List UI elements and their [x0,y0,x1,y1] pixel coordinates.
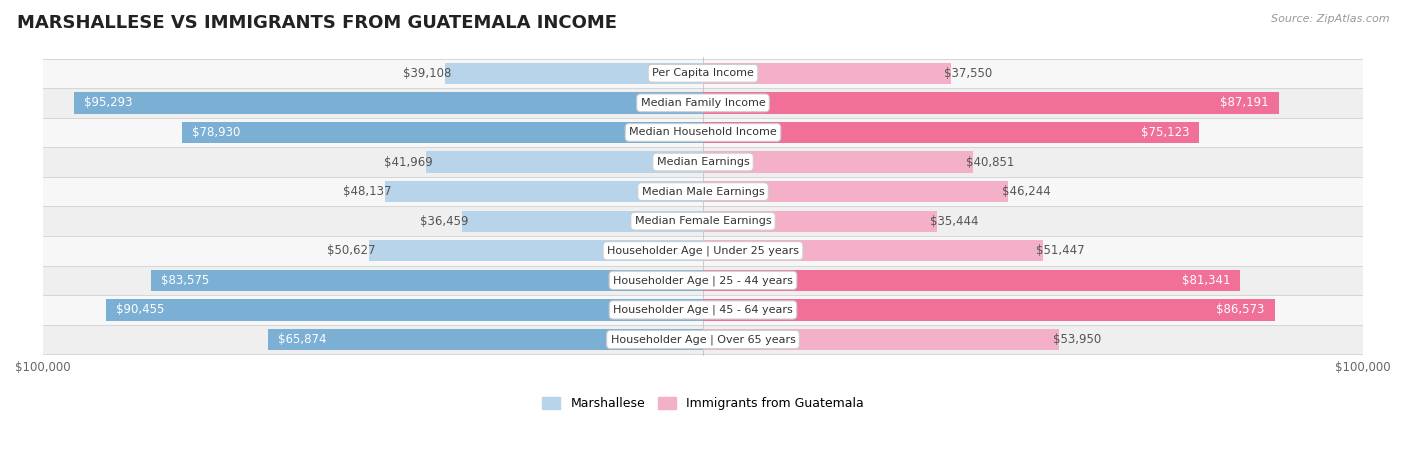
Bar [703,92,1278,113]
Text: $40,851: $40,851 [966,156,1015,169]
Text: Householder Age | Over 65 years: Householder Age | Over 65 years [610,334,796,345]
Bar [703,240,1043,262]
Bar [42,295,1364,325]
Text: $48,137: $48,137 [343,185,392,198]
Bar [42,88,1364,118]
Text: $95,293: $95,293 [84,96,132,109]
Bar [42,325,1364,354]
Bar [703,299,1275,320]
Text: Householder Age | 25 - 44 years: Householder Age | 25 - 44 years [613,275,793,286]
Bar [703,211,936,232]
Text: $75,123: $75,123 [1140,126,1189,139]
Text: Householder Age | 45 - 64 years: Householder Age | 45 - 64 years [613,304,793,315]
Bar [703,329,1059,350]
Bar [426,151,703,173]
Bar [42,206,1364,236]
Text: $41,969: $41,969 [384,156,433,169]
Text: $81,341: $81,341 [1181,274,1230,287]
Bar [181,122,703,143]
Bar [703,270,1240,291]
Bar [42,177,1364,206]
Text: $36,459: $36,459 [420,215,470,228]
Bar [42,118,1364,147]
Text: $83,575: $83,575 [162,274,209,287]
Text: $46,244: $46,244 [1001,185,1050,198]
Bar [703,122,1199,143]
Text: $86,573: $86,573 [1216,304,1264,317]
Bar [105,299,703,320]
Text: Householder Age | Under 25 years: Householder Age | Under 25 years [607,246,799,256]
Legend: Marshallese, Immigrants from Guatemala: Marshallese, Immigrants from Guatemala [537,392,869,415]
Bar [75,92,703,113]
Bar [385,181,703,202]
Bar [152,270,703,291]
Text: $51,447: $51,447 [1036,244,1084,257]
Bar [42,147,1364,177]
Text: $90,455: $90,455 [115,304,165,317]
Text: $65,874: $65,874 [278,333,326,346]
Bar [703,151,973,173]
Text: $50,627: $50,627 [326,244,375,257]
Text: $39,108: $39,108 [404,67,451,80]
Bar [703,181,1008,202]
Bar [42,236,1364,266]
Bar [42,58,1364,88]
Text: $37,550: $37,550 [945,67,993,80]
Bar [368,240,703,262]
Text: $53,950: $53,950 [1053,333,1101,346]
Text: Source: ZipAtlas.com: Source: ZipAtlas.com [1271,14,1389,24]
Text: $78,930: $78,930 [191,126,240,139]
Text: Median Male Earnings: Median Male Earnings [641,187,765,197]
Text: Median Earnings: Median Earnings [657,157,749,167]
Text: Per Capita Income: Per Capita Income [652,68,754,78]
Text: MARSHALLESE VS IMMIGRANTS FROM GUATEMALA INCOME: MARSHALLESE VS IMMIGRANTS FROM GUATEMALA… [17,14,617,32]
Bar [703,63,950,84]
Bar [444,63,703,84]
Text: $87,191: $87,191 [1220,96,1268,109]
Text: Median Household Income: Median Household Income [628,127,778,137]
Bar [463,211,703,232]
Text: Median Female Earnings: Median Female Earnings [634,216,772,226]
Text: Median Family Income: Median Family Income [641,98,765,108]
Text: $35,444: $35,444 [931,215,979,228]
Bar [269,329,703,350]
Bar [42,266,1364,295]
